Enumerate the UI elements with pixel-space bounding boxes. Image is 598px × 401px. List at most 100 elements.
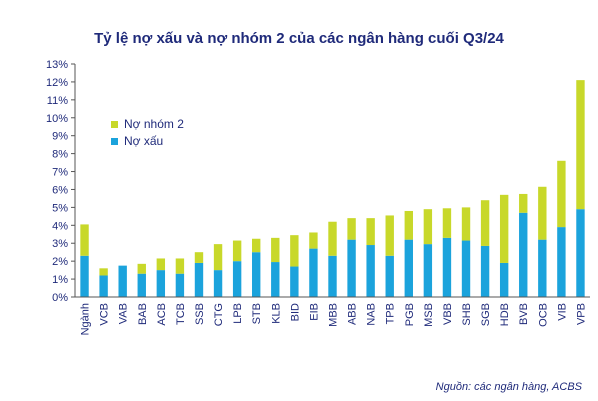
x-tick-label: OCB	[537, 303, 549, 327]
x-tick-label: SSB	[194, 303, 206, 325]
bar-no-xau-ABB	[347, 239, 356, 297]
bar-no-nhom-2-SSB	[194, 252, 204, 263]
bar-no-nhom-2-PGB	[404, 210, 413, 240]
x-tick-label: TCB	[175, 303, 187, 325]
x-tick-label: LPB	[232, 303, 244, 324]
bar-no-xau-VPB	[576, 209, 585, 297]
x-tick-label: ACB	[156, 303, 168, 326]
bar-no-xau-SGB	[480, 245, 490, 297]
y-tick-label: 13%	[46, 59, 68, 71]
x-tick-label: VAB	[118, 303, 130, 324]
x-tick-label: MBB	[328, 303, 340, 327]
bar-no-nhom-2-EIB	[309, 232, 318, 249]
x-tick-label: ABB	[347, 303, 359, 325]
bar-no-nhom-2-STB	[252, 238, 261, 253]
y-tick-label: 8%	[52, 149, 68, 161]
x-tick-label: CTG	[213, 303, 225, 326]
bar-no-nhom-2-NAB	[366, 218, 375, 246]
y-tick-label: 11%	[47, 95, 68, 107]
y-tick-label: 5%	[52, 202, 68, 214]
bar-no-xau-ACB	[156, 270, 166, 297]
legend-no-nhom-2-swatch	[111, 121, 118, 128]
x-tick-label: HDB	[499, 303, 511, 326]
y-tick-label: 12%	[46, 77, 68, 89]
y-tick-label: 3%	[52, 238, 68, 250]
bar-no-nhom-2-SGB	[480, 200, 490, 246]
chart-title: Tỷ lệ nợ xấu và nợ nhóm 2 của các ngân h…	[94, 30, 504, 47]
bar-no-nhom-2-LPB	[232, 240, 242, 262]
bar-no-xau-MSB	[423, 244, 433, 297]
x-tick-label: VBB	[442, 303, 454, 325]
bar-no-xau-NAB	[366, 245, 375, 297]
bar-no-nhom-2-HDB	[499, 194, 509, 263]
bar-no-nhom-2-VBB	[442, 208, 452, 238]
bar-no-nhom-2-BAB	[137, 263, 146, 274]
x-tick-label: BVB	[518, 303, 530, 325]
y-tick-label: 2%	[52, 256, 68, 268]
bar-no-nhom-2-SHB	[461, 207, 471, 241]
bar-no-xau-PGB	[404, 239, 413, 297]
bar-no-xau-CTG	[213, 270, 223, 297]
source-note: Nguồn: các ngân hàng, ACBS	[435, 381, 582, 393]
bar-no-xau-HDB	[499, 262, 509, 297]
bar-no-xau-LPB	[232, 261, 242, 297]
bar-no-nhom-2-MSB	[423, 209, 433, 245]
bar-no-nhom-2-VIB	[557, 160, 566, 228]
x-tick-label: VIB	[556, 303, 568, 321]
y-tick-label: 10%	[46, 113, 68, 125]
x-tick-label: EIB	[308, 303, 320, 321]
x-tick-label: VPB	[575, 303, 587, 325]
bar-no-xau-BID	[290, 266, 299, 297]
legend: Nợ nhóm 2 Nợ xấu	[111, 117, 184, 148]
y-tick-label: 4%	[52, 220, 68, 232]
bar-no-xau-MBB	[328, 255, 337, 297]
bar-no-xau-TCB	[175, 273, 185, 297]
bar-no-xau-Ngành	[80, 255, 89, 297]
x-tick-label: NAB	[366, 303, 378, 326]
bar-no-nhom-2-Ngành	[80, 224, 89, 256]
y-axis: 0% 1% 2% 3% 4% 5% 6% 7% 8% 9% 10% 11% 12% 13%	[46, 59, 76, 304]
bar-no-xau-KLB	[271, 262, 280, 297]
bar-no-nhom-2-TPB	[385, 215, 394, 256]
bar-no-nhom-2-OCB	[538, 186, 547, 240]
x-tick-label: BAB	[137, 303, 149, 325]
bar-no-xau-VAB	[118, 265, 127, 297]
bar-no-xau-EIB	[309, 248, 318, 297]
bar-no-nhom-2-VCB	[99, 268, 108, 276]
bar-no-nhom-2-ACB	[156, 258, 166, 271]
bar-no-nhom-2-BVB	[519, 193, 528, 213]
bar-no-xau-STB	[252, 252, 261, 297]
x-tick-label: KLB	[270, 303, 282, 324]
bar-no-nhom-2-CTG	[213, 244, 223, 271]
x-tick-label: TPB	[385, 303, 397, 324]
x-tick-label: BID	[289, 303, 301, 321]
x-tick-label: PGB	[404, 303, 416, 326]
bars	[80, 80, 585, 297]
y-tick-label: 9%	[52, 131, 68, 143]
bar-no-nhom-2-KLB	[271, 237, 280, 263]
x-axis: Ngành VCB VAB BAB ACB TCB SSB CTG LPB STB KLB BID EI…	[75, 296, 590, 335]
bar-no-xau-VIB	[557, 227, 566, 297]
bar-no-xau-TPB	[385, 255, 394, 297]
bar-no-xau-VBB	[442, 237, 452, 297]
bar-no-xau-SSB	[194, 262, 204, 297]
bar-no-nhom-2-BID	[290, 235, 299, 267]
legend-no-nhom-2-label: Nợ nhóm 2	[124, 117, 184, 131]
bar-no-xau-VCB	[99, 275, 108, 297]
bar-no-nhom-2-MBB	[328, 221, 337, 256]
bar-no-xau-BVB	[519, 212, 528, 297]
x-tick-label: Ngành	[80, 303, 92, 335]
y-tick-label: 6%	[52, 184, 68, 196]
bar-no-xau-SHB	[461, 240, 471, 297]
x-tick-label: STB	[251, 303, 263, 324]
bar-no-xau-OCB	[538, 239, 547, 297]
y-tick-label: 7%	[52, 167, 68, 179]
bar-no-nhom-2-TCB	[175, 258, 185, 274]
legend-no-xau-swatch	[111, 138, 118, 145]
bar-no-nhom-2-VPB	[576, 80, 585, 210]
x-tick-label: SHB	[461, 303, 473, 326]
y-tick-label: 0%	[52, 292, 68, 304]
x-tick-label: SGB	[480, 303, 492, 326]
legend-no-xau-label: Nợ xấu	[124, 134, 163, 148]
